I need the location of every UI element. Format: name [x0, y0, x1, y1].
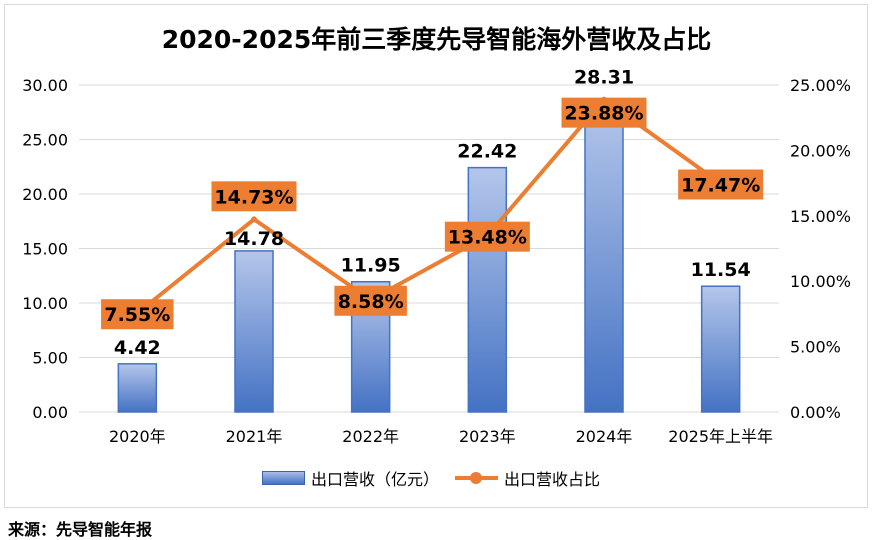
left-tick-label: 15.00 [22, 240, 68, 259]
left-tick-label: 5.00 [32, 349, 68, 368]
line-data-label: 23.88% [564, 103, 643, 125]
x-tick-label: 2022年 [342, 427, 399, 446]
legend-bar-label: 出口营收（亿元） [311, 470, 440, 489]
left-tick-label: 25.00 [22, 131, 68, 150]
bar-data-label: 28.31 [574, 66, 634, 88]
bar-data-label: 11.54 [691, 259, 751, 281]
line-label-box [561, 97, 647, 128]
left-tick-label: 30.00 [22, 76, 68, 95]
line-data-label: 8.58% [338, 291, 404, 313]
line-point [251, 216, 257, 223]
line-data-label: 14.73% [214, 186, 293, 208]
line-label-box [211, 181, 297, 212]
legend-line-label: 出口营收占比 [504, 470, 601, 489]
chart-title: 2020-2025年前三季度先导智能海外营收及占比 [161, 25, 712, 54]
bar [700, 285, 741, 413]
bar-data-label: 22.42 [457, 141, 517, 163]
right-tick-label: 5.00% [790, 338, 841, 357]
line-label-box [101, 299, 174, 330]
bar [117, 363, 158, 413]
right-tick-label: 15.00% [790, 207, 851, 226]
right-tick-label: 25.00% [790, 76, 851, 95]
x-tick-label: 2024年 [576, 427, 633, 446]
line-label-box [334, 285, 407, 316]
line-label-box [678, 169, 764, 200]
x-tick-label: 2020年 [109, 427, 166, 446]
left-tick-label: 20.00 [22, 185, 68, 204]
bar [234, 250, 274, 413]
line-data-label: 7.55% [104, 304, 170, 326]
bar-data-label: 4.42 [114, 337, 161, 359]
legend: 出口营收（亿元） 出口营收占比 [262, 466, 600, 490]
line-data-label: 13.48% [448, 227, 527, 249]
bar-data-label: 11.95 [341, 255, 401, 277]
right-tick-label: 20.00% [790, 141, 851, 160]
x-tick-label: 2023年 [459, 427, 516, 446]
x-tick-label: 2021年 [226, 427, 283, 446]
right-tick-label: 0.00% [790, 403, 841, 422]
line-label-box [444, 221, 530, 252]
left-tick-label: 10.00 [22, 294, 68, 313]
chart-frame [4, 4, 868, 508]
bar [467, 166, 508, 413]
right-tick-label: 10.00% [790, 272, 851, 291]
source-note: 来源：先导智能年报 [8, 520, 153, 539]
bar [584, 102, 624, 413]
left-tick-label: 0.00 [32, 403, 68, 422]
line-data-label: 17.47% [681, 174, 760, 196]
legend-bar-swatch [262, 471, 305, 485]
x-tick-label: 2025年上半年 [668, 427, 773, 446]
legend-line-swatch [455, 472, 499, 484]
bar-data-label: 14.78 [224, 228, 284, 250]
